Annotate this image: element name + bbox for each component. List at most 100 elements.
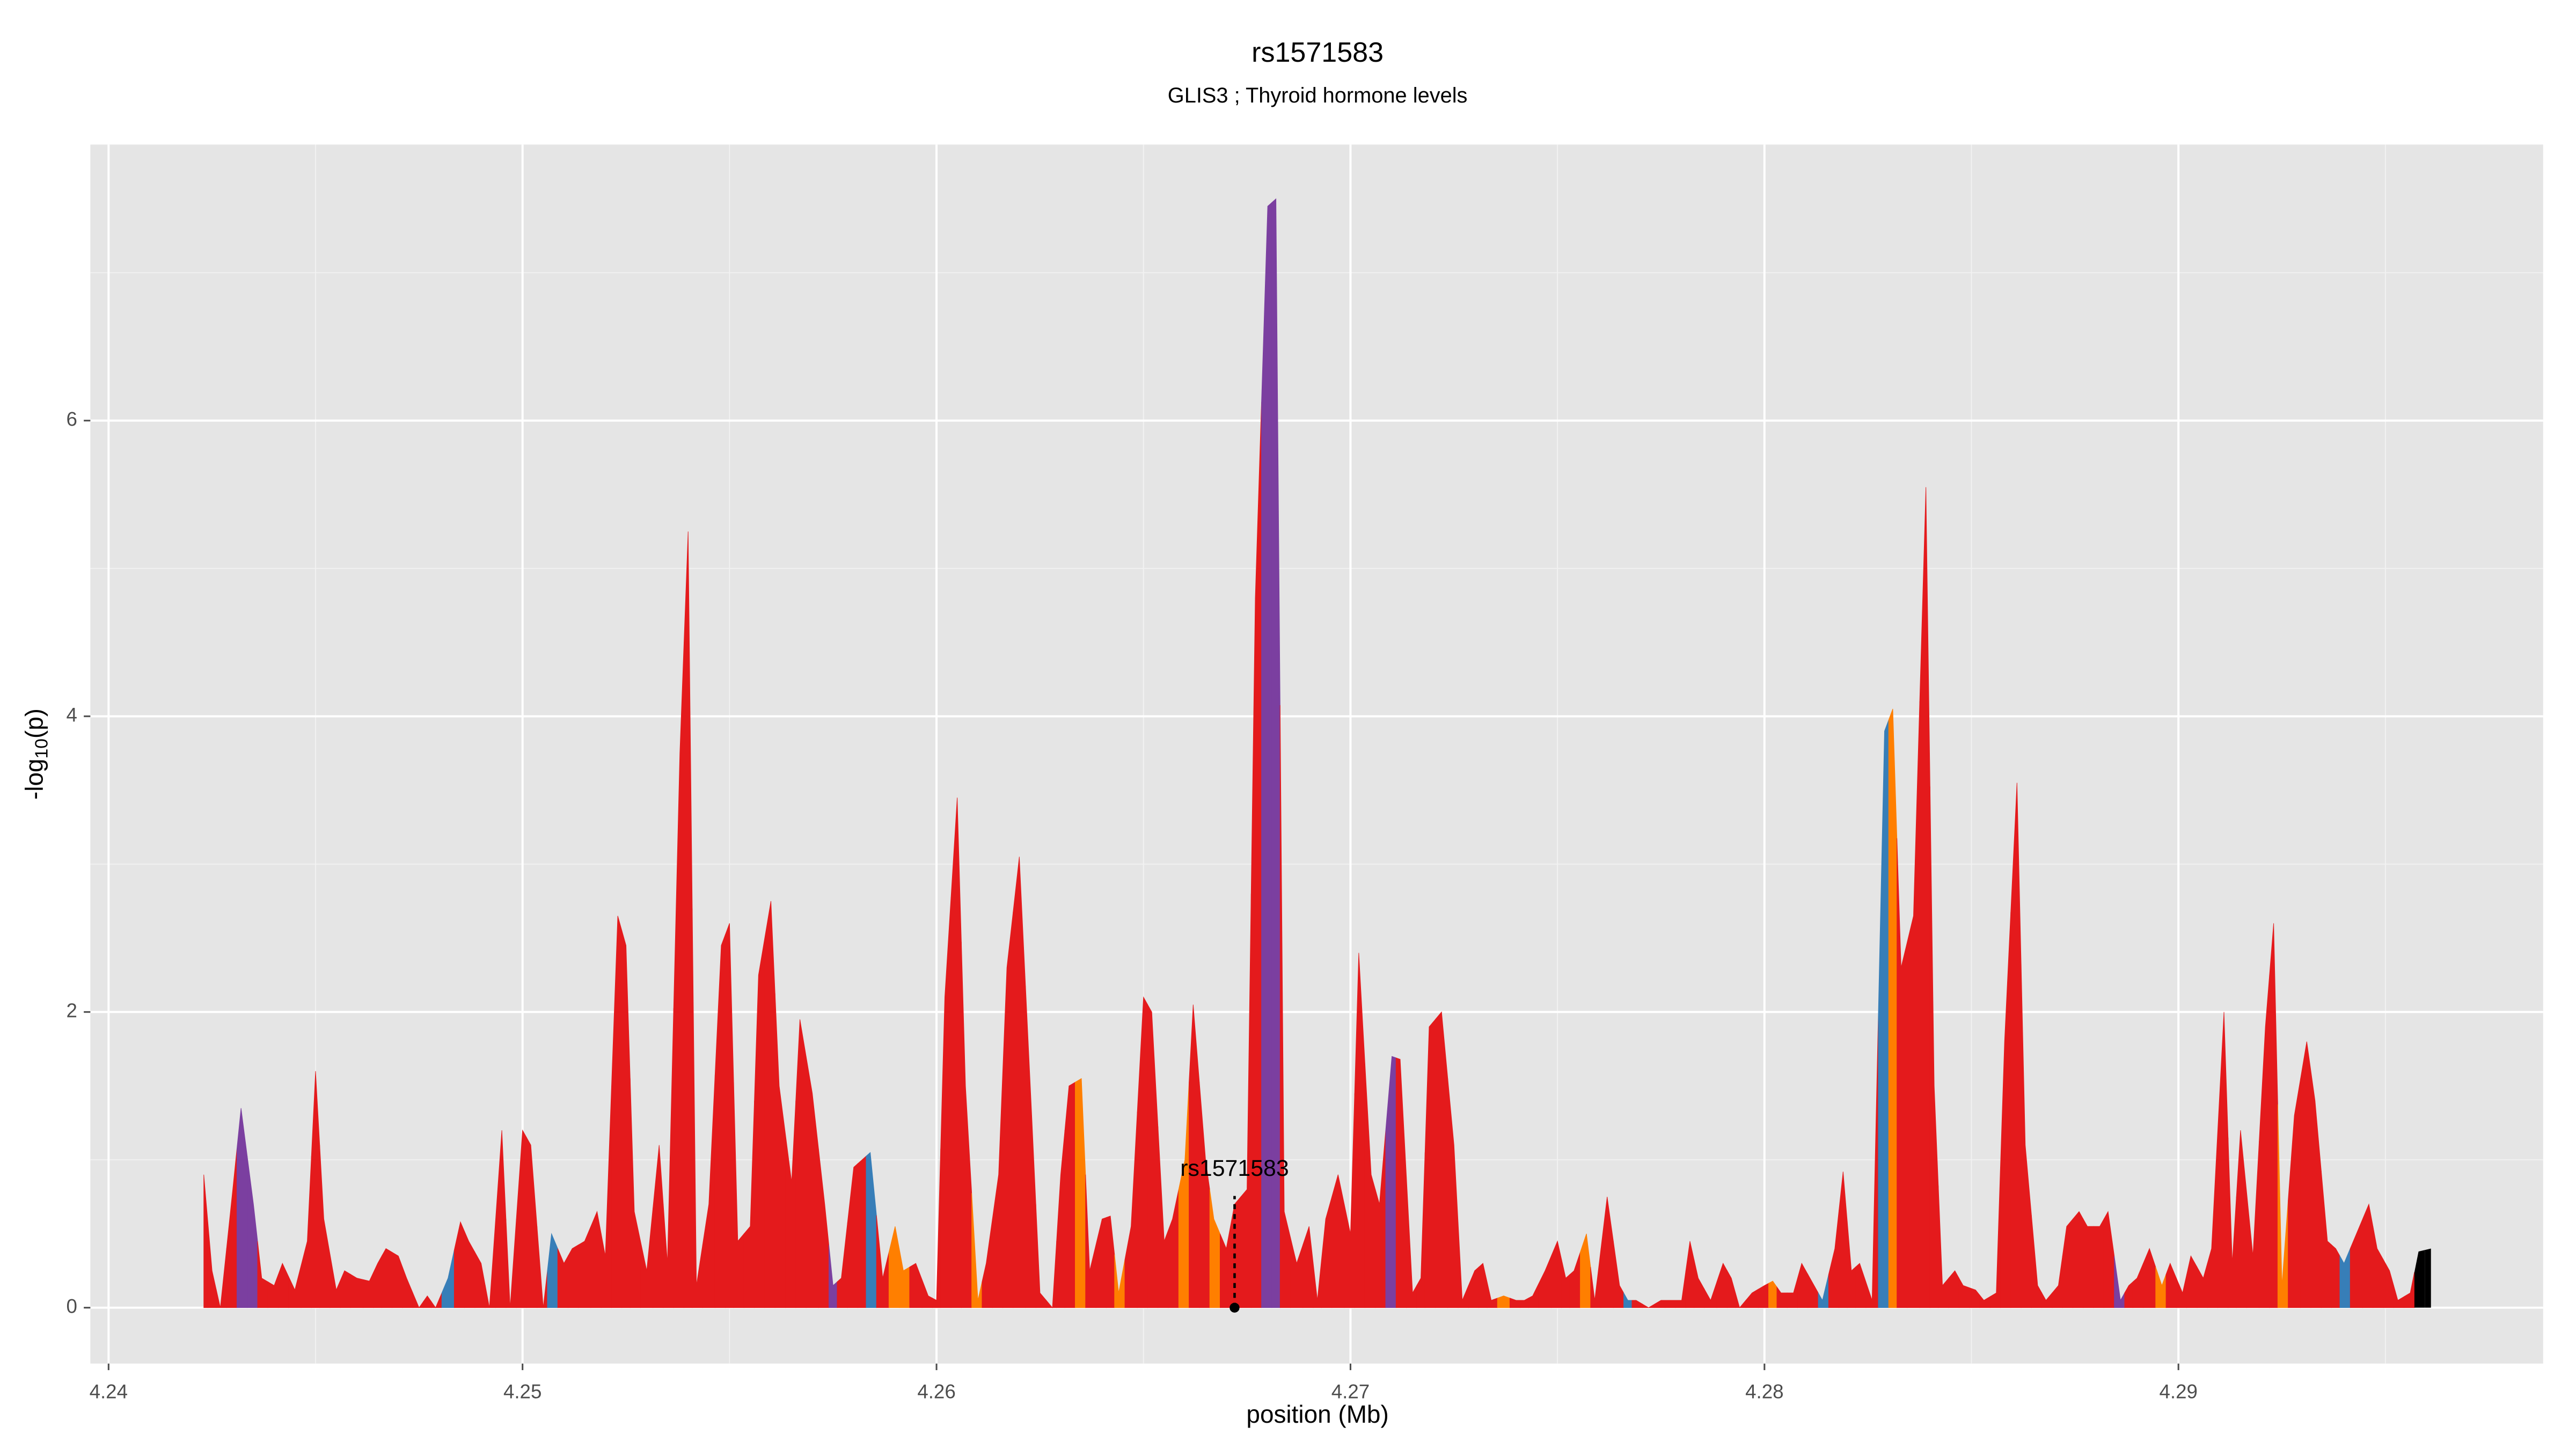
area-segment [1147,1004,1159,1308]
area-segment [1665,1300,1676,1308]
area-segment [837,1223,848,1308]
area-segment [311,1071,320,1308]
area-segment [1948,1270,1959,1308]
chart-title: rs1571583 [1252,37,1384,68]
area-segment [1929,786,1939,1308]
area-segment [2073,1211,2084,1308]
area-segment [1344,1093,1355,1308]
area-segment [216,1248,227,1308]
area-segment [226,1148,237,1308]
area-segment [1178,1082,1190,1308]
y-tick-label: 6 [66,408,77,430]
area-segment [899,1248,910,1308]
area-segment [330,1254,341,1308]
area-segment [340,1270,352,1308]
area-segment [982,1219,993,1308]
area-segment [1458,1223,1469,1308]
area-segment [2259,975,2270,1308]
area-segment [940,897,952,1308]
y-label-part: -log [20,759,48,800]
area-segment [431,1292,442,1308]
x-tick-label: 4.26 [917,1381,955,1403]
area-segment [2277,1104,2289,1308]
area-segment [1969,1287,1980,1308]
area-segment [2246,1141,2260,1308]
area-segment [1124,1111,1138,1308]
area-segment [1528,1283,1539,1308]
area-segment [2288,1078,2301,1308]
area-segment [1600,1196,1614,1308]
area-segment [1865,1015,1879,1308]
area-segment [1002,912,1014,1308]
area-segment [1354,953,1365,1308]
area-segment [692,908,703,1308]
area-segment [1768,1280,1777,1308]
area-segment [2093,1218,2104,1308]
area-segment [1551,1240,1562,1308]
area-segment [829,1245,838,1308]
area-segment [1035,1204,1046,1308]
area-segment [743,1100,755,1308]
area-segment [2197,1263,2208,1308]
area-segment [547,1233,558,1308]
area-segment [1888,708,1898,1308]
area-segment [2269,923,2278,1308]
area-segment [725,923,734,1308]
area-segment [1095,1217,1107,1308]
area-segment [2000,912,2011,1308]
area-segment [516,1129,527,1308]
area-segment [2339,1248,2351,1308]
area-segment [714,934,726,1308]
area-segment [2228,1137,2237,1308]
area-segment [640,1208,654,1308]
area-segment [1694,1260,1705,1308]
area-segment [288,1265,302,1308]
area-segment [373,1255,382,1308]
area-segment [2052,1256,2063,1308]
area-segment [350,1274,364,1308]
area-segment [1497,1296,1510,1308]
area-segment [764,901,775,1308]
area-segment [774,993,786,1308]
area-segment [858,1155,867,1308]
area-segment [1279,705,1291,1308]
area-segment [1631,1300,1643,1308]
area-segment [2083,1218,2094,1308]
area-segment [2362,1203,2374,1308]
area-segment [2124,1281,2133,1308]
area-segment [1261,202,1272,1308]
area-segment [785,1100,796,1308]
area-segment [526,1137,538,1308]
area-segment [1776,1286,1788,1308]
area-segment [847,1163,858,1308]
area-segment [754,938,765,1308]
area-segment [1468,1266,1480,1308]
area-segment [2350,1219,2363,1308]
area-segment [1302,1226,1314,1308]
area-segment [1654,1300,1666,1308]
area-segment [1479,1263,1488,1308]
area-segment [1250,402,1262,1308]
area-segment [2132,1263,2144,1308]
area-segment [363,1272,374,1308]
area-segment [1106,1216,1115,1308]
area-segment [2236,1130,2247,1308]
area-segment [557,1248,568,1308]
area-segment [2300,1041,2311,1308]
area-segment [2021,964,2032,1308]
area-segment [1897,838,1908,1308]
area-segment [1520,1298,1529,1308]
area-segment [2155,1267,2167,1308]
area-segment [992,1071,1003,1308]
area-segment [1199,1082,1210,1308]
area-segment [1745,1289,1759,1308]
area-segment [506,1219,517,1308]
area-segment [909,1263,923,1308]
area-segment [1416,1152,1425,1308]
area-segment [2404,1272,2415,1308]
area-segment [495,1130,507,1308]
area-segment [1013,857,1026,1308]
area-segment [702,1074,715,1308]
area-segment [590,1211,602,1308]
